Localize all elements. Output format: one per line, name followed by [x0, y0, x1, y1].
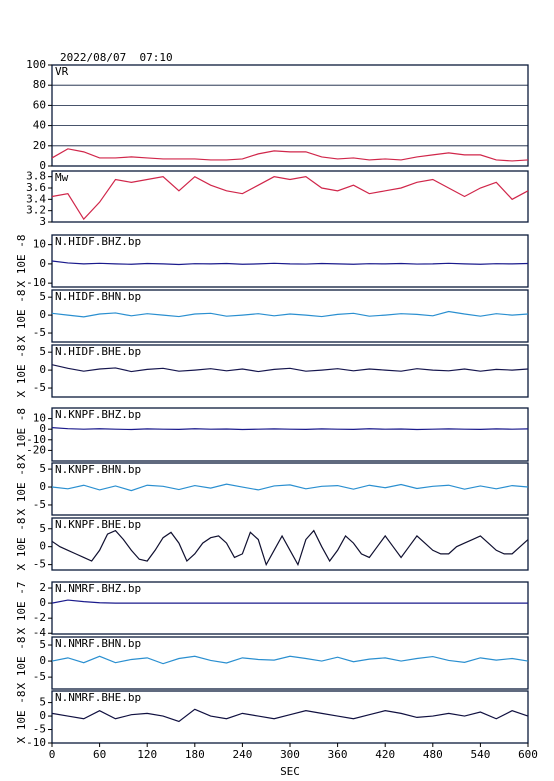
y-axis-label: X 10E -8 [15, 463, 28, 516]
x-tick-label: 120 [137, 748, 157, 761]
x-tick-label: 360 [328, 748, 348, 761]
panel-label: N.NMRF.BHZ.bp [55, 582, 141, 595]
y-tick-label: -20 [26, 443, 46, 456]
y-tick-label: 2 [39, 581, 46, 594]
y-tick-label: -5 [33, 498, 46, 511]
panel-label: N.KNPF.BHE.bp [55, 518, 141, 531]
y-tick-label: 0 [39, 596, 46, 609]
y-tick-label: 0 [39, 540, 46, 553]
y-tick-label: -4 [33, 626, 47, 639]
series-line [51, 708, 529, 723]
panel-label: N.NMRF.BHN.bp [55, 637, 141, 650]
series-line [51, 310, 529, 318]
panel-frame [51, 462, 529, 516]
y-tick-label: 10 [33, 412, 46, 425]
y-tick-label: -10 [26, 736, 46, 749]
series-line [51, 364, 529, 373]
series-line [51, 427, 529, 431]
y-axis-label: X 10E -8 [15, 637, 28, 690]
panel-frame [51, 64, 529, 167]
y-tick-label: 3.4 [26, 192, 46, 205]
y-axis-label: X 10E -8 [15, 518, 28, 571]
series-line [51, 655, 529, 665]
y-tick-label: 0 [39, 257, 46, 270]
panel-label: N.NMRF.BHE.bp [55, 691, 141, 704]
x-tick-label: 60 [93, 748, 106, 761]
series-line [51, 260, 529, 266]
panel-frame [51, 170, 529, 223]
y-tick-label: -10 [26, 433, 46, 446]
y-tick-label: 5 [39, 696, 46, 709]
panel-frame [51, 289, 529, 343]
panel-frame [51, 407, 529, 462]
y-tick-label: 0 [39, 654, 46, 667]
panel-frame [51, 581, 529, 635]
x-tick-label: 240 [232, 748, 252, 761]
y-tick-label: 3.8 [26, 170, 46, 183]
y-tick-label: 60 [33, 98, 46, 111]
y-axis-label: X 10E -8 [15, 408, 28, 461]
series-line [51, 175, 529, 221]
panel-label: Mw [55, 171, 69, 184]
x-tick-label: 480 [423, 748, 443, 761]
y-axis-label: X 10E -7 [15, 582, 28, 635]
y-tick-label: 0 [39, 709, 46, 722]
panel-label: N.KNPF.BHN.bp [55, 463, 141, 476]
y-tick-label: 80 [33, 78, 46, 91]
y-axis-label: X 10E -8 [15, 345, 28, 398]
y-tick-label: -2 [33, 611, 46, 624]
y-tick-label: -5 [33, 723, 46, 736]
y-tick-label: 100 [26, 58, 46, 71]
panel-label: N.HIDF.BHN.bp [55, 290, 141, 303]
y-tick-label: 3.2 [26, 204, 46, 217]
y-tick-label: 0 [39, 363, 46, 376]
panel-frame [51, 517, 529, 571]
y-tick-label: -5 [33, 381, 46, 394]
y-tick-label: 10 [33, 238, 46, 251]
y-tick-label: -5 [33, 558, 46, 571]
y-tick-label: 0 [39, 308, 46, 321]
y-tick-label: 20 [33, 139, 46, 152]
y-tick-label: 3 [39, 215, 46, 228]
y-axis-label: X 10E -8 [15, 235, 28, 288]
panel-label: VR [55, 65, 69, 78]
chart-title: 2022/08/07 07:10 [60, 51, 173, 64]
y-tick-label: -5 [33, 670, 46, 683]
y-tick-label: -5 [33, 326, 46, 339]
x-axis-label: SEC [280, 765, 300, 778]
y-tick-label: 0 [39, 422, 46, 435]
y-tick-label: 5 [39, 462, 46, 475]
panel-label: N.HIDF.BHE.bp [55, 345, 141, 358]
panel-frame [51, 344, 529, 398]
x-tick-label: 180 [185, 748, 205, 761]
y-tick-label: -10 [26, 276, 46, 289]
y-tick-label: 3.6 [26, 181, 46, 194]
series-line [51, 483, 529, 492]
series-line [51, 599, 528, 604]
panel-label: N.KNPF.BHZ.bp [55, 408, 141, 421]
series-line [51, 529, 529, 567]
x-tick-label: 600 [518, 748, 538, 761]
y-tick-label: 5 [39, 638, 46, 651]
y-axis-label: X 10E -8 [15, 290, 28, 343]
x-tick-label: 0 [49, 748, 56, 761]
y-tick-label: 0 [39, 159, 46, 172]
series-line [51, 148, 529, 162]
y-tick-label: 0 [39, 480, 46, 493]
panel-frame [51, 636, 529, 690]
x-tick-label: 420 [375, 748, 395, 761]
y-tick-label: 40 [33, 119, 46, 132]
y-axis-label: X 10E -8 [15, 691, 28, 744]
y-tick-label: 5 [39, 345, 46, 358]
x-tick-label: 540 [470, 748, 490, 761]
y-tick-label: 5 [39, 522, 46, 535]
y-tick-label: 5 [39, 290, 46, 303]
panel-label: N.HIDF.BHZ.bp [55, 235, 141, 248]
x-tick-label: 300 [280, 748, 300, 761]
